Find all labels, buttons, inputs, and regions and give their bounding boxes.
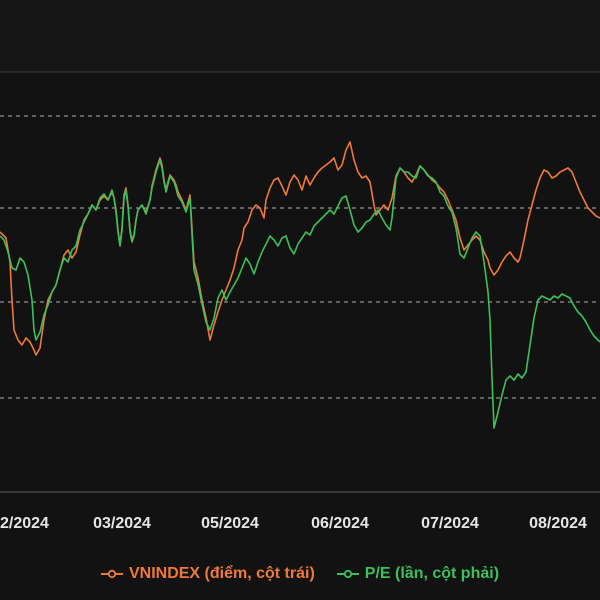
x-tick-label: 05/2024 xyxy=(201,515,259,532)
x-tick-label: 06/2024 xyxy=(311,515,369,532)
legend-label-pe: P/E (lần, cột phải) xyxy=(364,565,500,582)
x-tick-label: 02/2024 xyxy=(0,515,49,532)
x-tick-label: 07/2024 xyxy=(421,515,479,532)
x-tick-label: 08/2024 xyxy=(529,515,587,532)
legend: VNINDEX (điểm, cột trái) P/E (lần, cột p… xyxy=(0,560,600,588)
legend-marker-vnindex xyxy=(100,569,123,579)
legend-label-vnindex: VNINDEX (điểm, cột trái) xyxy=(128,565,315,582)
legend-marker-pe xyxy=(336,569,359,579)
series-line-vnindex xyxy=(0,141,600,356)
x-tick-label: 03/2024 xyxy=(93,515,151,532)
series-line-pe xyxy=(0,159,600,429)
legend-item-pe[interactable]: P/E (lần, cột phải) xyxy=(336,565,500,583)
chart-top-band xyxy=(0,0,600,72)
legend-item-vnindex[interactable]: VNINDEX (điểm, cột trái) xyxy=(100,565,315,583)
